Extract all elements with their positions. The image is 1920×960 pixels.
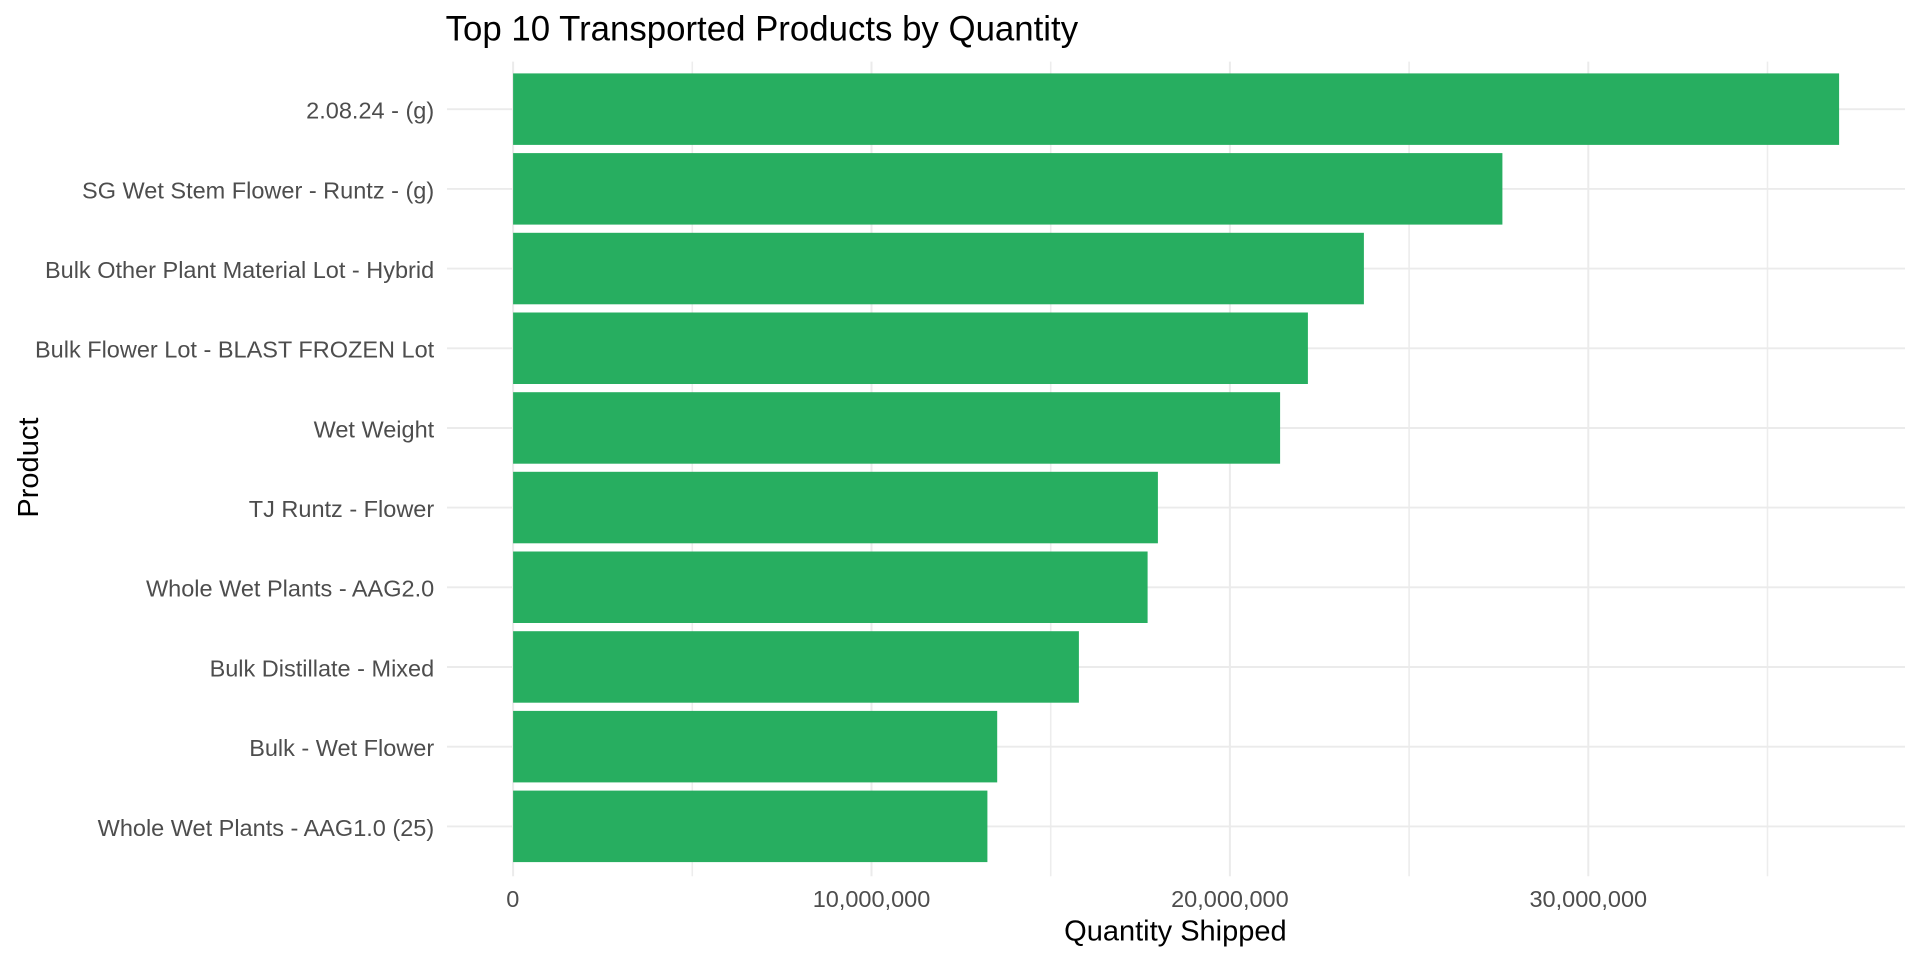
svg-text:Whole Wet Plants - AAG2.0: Whole Wet Plants - AAG2.0 (146, 576, 434, 602)
svg-text:Bulk - Wet Flower: Bulk - Wet Flower (249, 735, 434, 761)
svg-text:Whole Wet Plants - AAG1.0 (25): Whole Wet Plants - AAG1.0 (25) (98, 815, 435, 841)
svg-text:Bulk Flower Lot - BLAST FROZEN: Bulk Flower Lot - BLAST FROZEN Lot (35, 337, 435, 363)
svg-text:Wet Weight: Wet Weight (314, 416, 435, 442)
svg-text:Quantity Shipped: Quantity Shipped (1064, 915, 1286, 947)
svg-text:Top 10 Transported Products by: Top 10 Transported Products by Quantity (446, 9, 1079, 48)
svg-text:0: 0 (506, 886, 519, 912)
svg-text:Bulk Distillate - Mixed: Bulk Distillate - Mixed (210, 655, 435, 681)
svg-text:Product: Product (13, 418, 45, 518)
svg-text:2.08.24 - (g): 2.08.24 - (g) (306, 98, 434, 124)
svg-text:SG Wet Stem Flower - Runtz - (: SG Wet Stem Flower - Runtz - (g) (82, 177, 434, 203)
svg-text:10,000,000: 10,000,000 (813, 886, 931, 912)
svg-text:Bulk Other Plant Material Lot: Bulk Other Plant Material Lot - Hybrid (45, 257, 434, 283)
svg-text:30,000,000: 30,000,000 (1529, 886, 1647, 912)
svg-text:20,000,000: 20,000,000 (1171, 886, 1289, 912)
svg-text:TJ Runtz - Flower: TJ Runtz - Flower (249, 496, 435, 522)
